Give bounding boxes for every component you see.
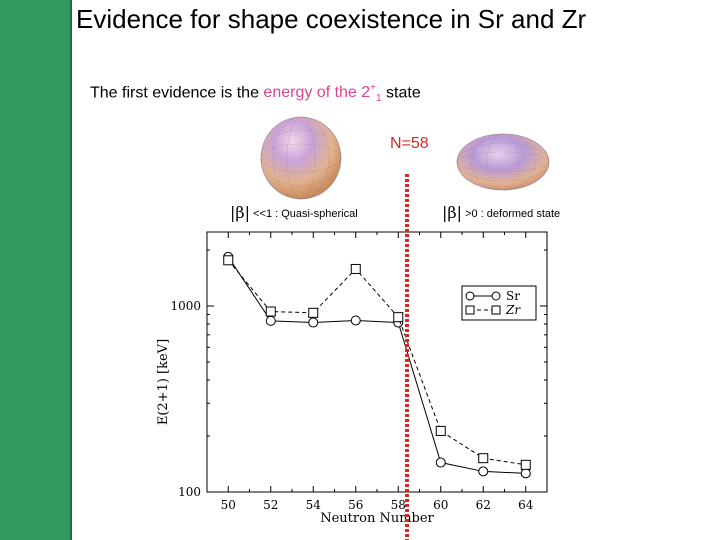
n58-label: N=58 (390, 135, 429, 152)
subtitle-hl-text: energy of the 2 (263, 84, 371, 102)
x-tick-label: 62 (476, 498, 491, 512)
data-point-sr (265, 315, 276, 326)
beta-symbol-right: |β| (442, 203, 463, 222)
data-point-sr (478, 466, 489, 477)
beta-left-text: <<1 : Quasi-spherical (253, 208, 358, 220)
x-tick-label: 58 (391, 498, 406, 512)
data-point-zr (308, 307, 319, 318)
data-point-zr (350, 263, 361, 274)
x-axis-label: Neutron Number (320, 511, 434, 526)
x-tick-label: 64 (518, 498, 534, 512)
legend-label-zr: Zr (505, 303, 521, 317)
beta-spherical-label: |β| <<1 : Quasi-spherical (230, 203, 358, 222)
deformed-nucleus-icon (456, 133, 550, 191)
data-point-zr (265, 306, 276, 317)
legend-marker-sr (491, 291, 501, 301)
plot-frame (206, 231, 548, 493)
data-point-sr (435, 457, 446, 468)
spherical-nucleus-icon (260, 116, 342, 200)
y-axis-label: E(2+1) [keV] (156, 339, 171, 425)
subtitle: The first evidence is the energy of the … (90, 83, 421, 105)
subtitle-highlight: energy of the 2+1 (263, 83, 381, 105)
legend-box (461, 285, 537, 321)
beta-symbol-left: |β| (230, 203, 251, 222)
slide-title: Evidence for shape coexistence in Sr and… (76, 4, 587, 34)
energy-chart: 50 52 54 56 58 60 62 64 100 1000 Neutron Number E(2… (156, 231, 548, 526)
y-tick-label: 100 (178, 485, 201, 499)
data-point-zr (435, 425, 446, 436)
data-point-sr (308, 317, 319, 328)
x-tick-label: 50 (221, 498, 236, 512)
beta-deformed-label: |β| >0 : deformed state (442, 203, 560, 222)
data-point-sr (520, 468, 531, 479)
x-tick-label: 54 (306, 498, 322, 512)
sidebar-bar (0, 0, 72, 540)
data-point-zr (393, 312, 404, 323)
data-point-zr (478, 453, 489, 464)
x-tick-label: 52 (263, 498, 278, 512)
data-point-zr (223, 255, 234, 266)
subtitle-post: state (381, 84, 421, 102)
subtitle-sub: 1 (376, 93, 382, 105)
data-point-zr (520, 459, 531, 470)
series-line-zr (227, 259, 526, 466)
subtitle-pre: The first evidence is the (90, 84, 264, 102)
subtitle-sup: + (370, 83, 377, 94)
x-tick-label: 56 (348, 498, 363, 512)
y-tick-label: 1000 (170, 299, 201, 313)
legend-label-sr: Sr (506, 289, 520, 303)
legend-marker-sr (465, 291, 475, 301)
legend-marker-zr (465, 305, 475, 315)
beta-right-text: >0 : deformed state (465, 208, 561, 220)
data-point-sr (350, 315, 361, 326)
series-line-sr (227, 256, 526, 474)
x-tick-label: 60 (433, 498, 448, 512)
legend-marker-zr (491, 305, 501, 315)
